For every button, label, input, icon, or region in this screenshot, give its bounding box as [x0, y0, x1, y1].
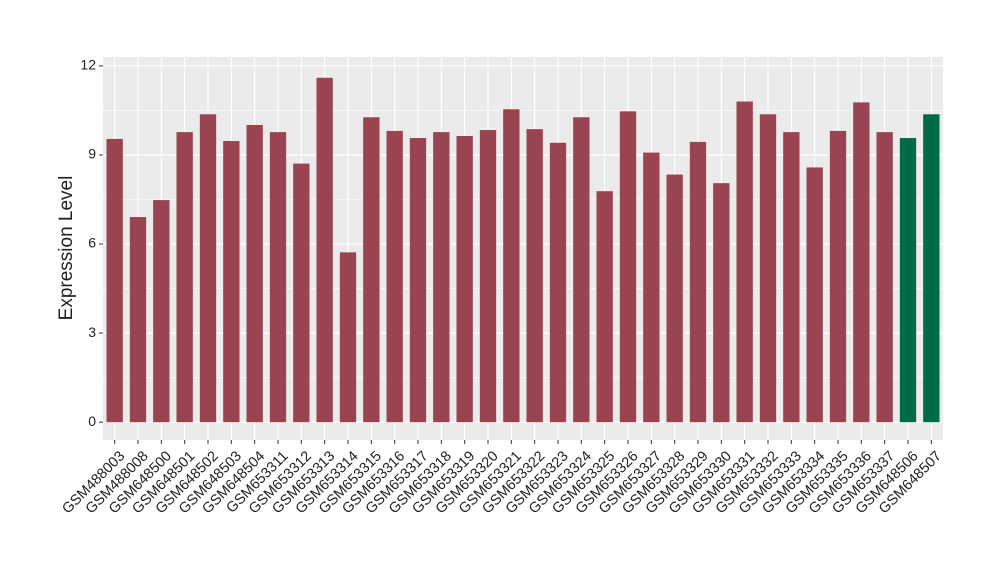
bar	[106, 138, 123, 423]
bar	[153, 200, 170, 423]
plot-background	[103, 57, 943, 440]
y-tick-label: 3	[88, 324, 96, 340]
bar	[923, 114, 940, 423]
bar	[596, 191, 613, 423]
bar	[176, 132, 193, 423]
bar	[386, 130, 403, 423]
bar	[199, 114, 217, 423]
bar	[829, 130, 847, 423]
bar	[643, 152, 660, 423]
y-tick-label: 6	[88, 235, 96, 251]
bar	[783, 132, 800, 423]
bar	[759, 114, 777, 423]
bar	[853, 102, 870, 423]
bar	[456, 135, 473, 423]
bar	[409, 138, 427, 423]
bar	[713, 183, 730, 423]
bar	[223, 141, 240, 423]
bar	[503, 109, 520, 423]
bar	[316, 77, 333, 423]
y-tick-label: 0	[88, 413, 96, 429]
bar	[736, 101, 753, 423]
bar	[129, 217, 147, 423]
bar	[479, 130, 497, 423]
y-tick-label: 12	[80, 57, 96, 73]
bar	[689, 141, 707, 423]
bar	[549, 142, 567, 423]
bar	[876, 132, 893, 423]
bar	[666, 174, 683, 423]
bar	[573, 117, 590, 423]
bar	[526, 129, 543, 423]
bar	[619, 111, 637, 423]
bar	[363, 117, 380, 423]
bar	[246, 124, 263, 423]
bar	[899, 138, 917, 423]
bar	[293, 163, 310, 423]
bar	[806, 167, 823, 423]
y-tick-label: 9	[88, 146, 96, 162]
bar	[339, 252, 357, 423]
bar	[269, 132, 287, 423]
bar	[433, 132, 450, 423]
y-axis-label: Expression Level	[56, 176, 77, 321]
